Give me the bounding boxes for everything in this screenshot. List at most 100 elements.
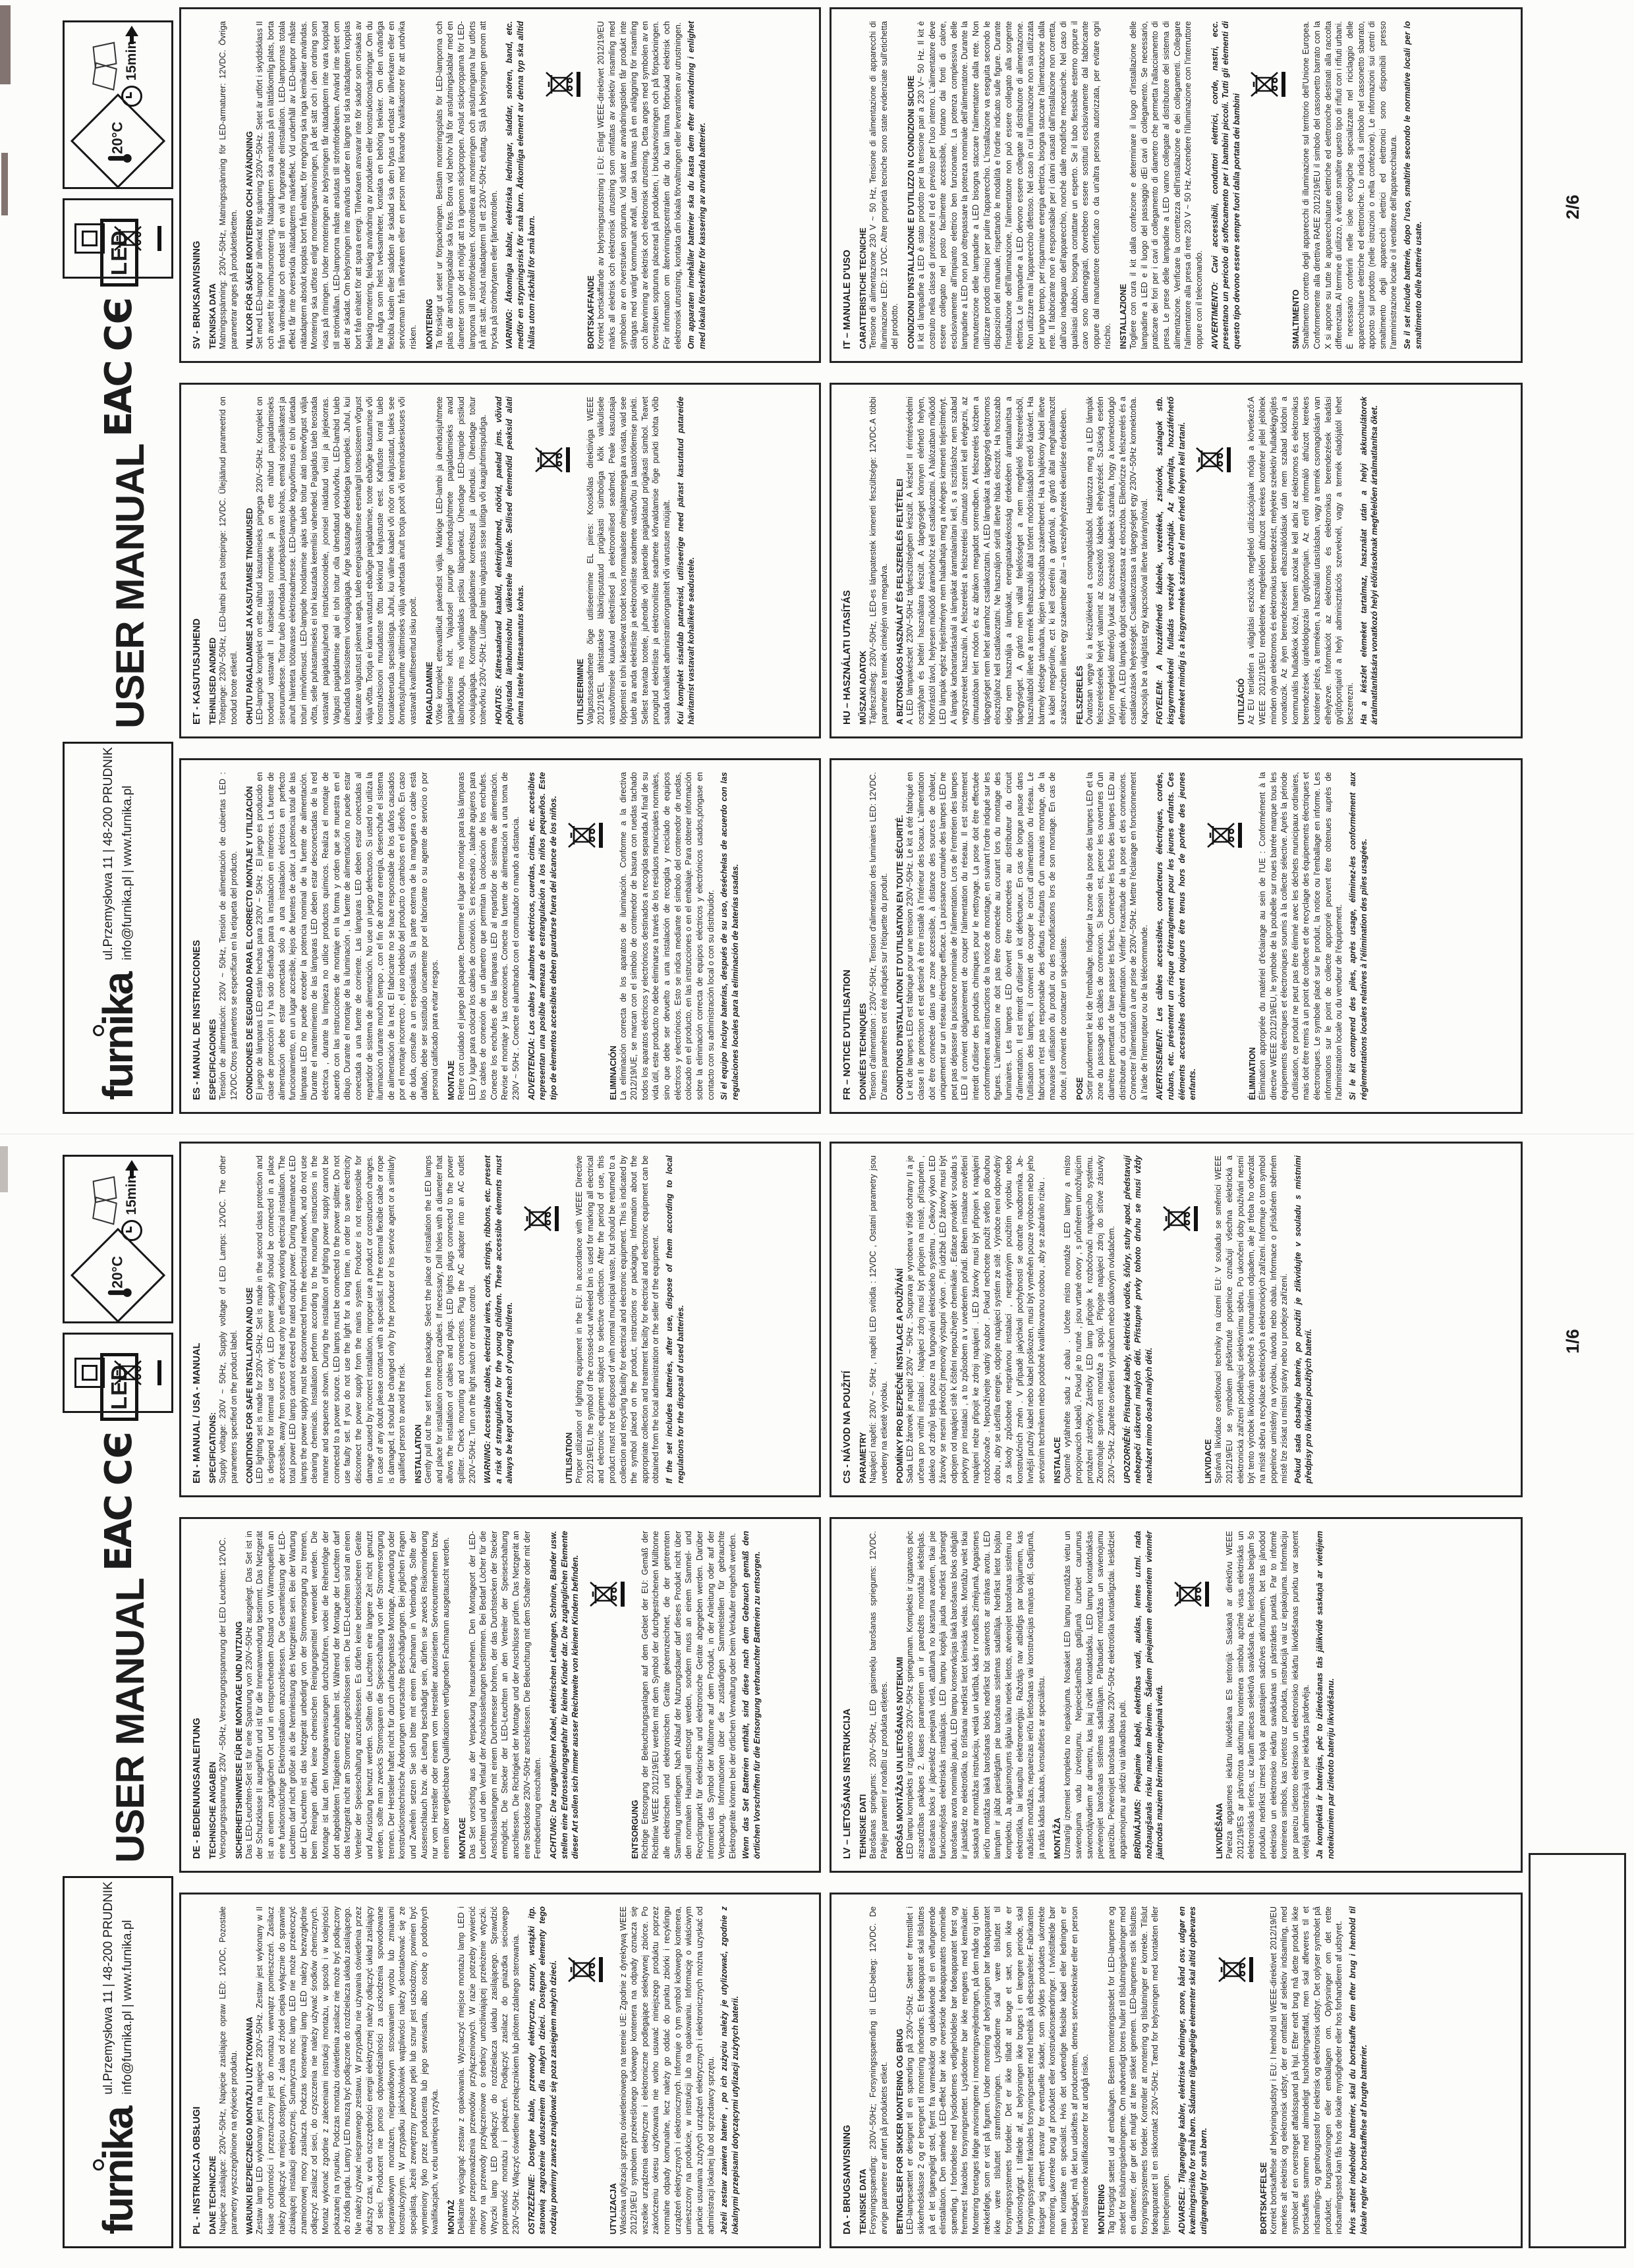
sub-heading: TECHNISCHE ANGABEN <box>208 1761 217 1859</box>
warning-text: AVERTISSEMENT: Les câbles accessibles, c… <box>1155 772 1198 1100</box>
eac-mark-icon: EAC <box>98 362 140 437</box>
paragraph: Proper utilization of lighting equipment… <box>575 1155 661 1483</box>
wait-time-value: 15min <box>124 1175 139 1215</box>
section-heading: EN - MANUAL / USA - MANUAL <box>192 1342 202 1483</box>
weee-bar-icon <box>1237 823 1242 848</box>
temperature-diamond-icon: 20°C <box>70 1228 166 1323</box>
manual-page-2: furnika ul.Przemysłowa 11 | 48-200 PRUDNI… <box>0 0 1634 1134</box>
paragraph: Właściwa utylizacja sprzętu oświetleniow… <box>618 1906 716 2234</box>
section-heading: CS - NÁVOD NA POUŽITÍ <box>842 1370 853 1483</box>
paragraph: Správná likvidace osvětlovací techniky n… <box>1214 1155 1289 1483</box>
sub-heading: CONDITIONS FOR SAFE INSTALLATION AND USE <box>245 1287 255 1483</box>
paragraph: Zestaw lamp LED wykonany jest na napięci… <box>255 1906 440 2234</box>
paragraph: Matningsspänning: 230V~50Hz, Matningsspä… <box>218 21 239 349</box>
thermometer-icon <box>108 155 128 161</box>
weee-bin-icon <box>534 443 570 477</box>
weee-bar-icon <box>157 226 162 251</box>
paragraph: Tensione di alimentazione 230 V ~ 50 Hz,… <box>868 21 900 349</box>
warning-text: ADVERTENCIA: Los cables y alambres eléct… <box>526 772 558 1100</box>
weee-bar-icon <box>1227 447 1231 472</box>
paragraph: Napięcie zasilające: 230V~50Hz, Napięcie… <box>218 1906 239 2234</box>
section-sv: SV - BRUKSANVISNING TEKNISKA DATA Matnings… <box>179 7 821 363</box>
weee-bar-icon <box>157 1360 162 1385</box>
sub-heading: INSTALLAZIONE <box>1119 283 1129 349</box>
sub-heading: MŰSZAKI ADATOK <box>859 650 868 725</box>
warning-text: ACHTUNG: Die zugänglichen Kabel, elektri… <box>548 1531 580 1859</box>
paragraph: Élimination appropriée du matériel d'écl… <box>1257 772 1344 1100</box>
section-pl: PL - INSTRUKCJA OBSŁUGI DANE TECHNICZNE Na… <box>179 1893 821 2248</box>
battery-note: Om apparaten innehåller batterier ska du… <box>687 21 707 349</box>
section-heading: SV - BRUKSANVISNING <box>192 240 202 349</box>
sub-heading: UTYLIZACJA <box>608 2183 618 2234</box>
section-hu: HU – HASZNÁLATI UTASÍTÁS MŰSZAKI ADATOK Tá… <box>830 383 1523 738</box>
battery-note: Si el equipo incluye baterías, después d… <box>719 772 740 1100</box>
weee-bin-icon <box>113 1360 146 1386</box>
section-heading: ES - MANUAL DE INSTRUCCIONES <box>192 939 202 1100</box>
paragraph: Il kit di lampadine a LED è stato prodot… <box>916 21 1112 349</box>
furnika-logo: furnika <box>93 2107 142 2234</box>
warning-text: OSTRZEŻENIE: Dostępne kable, przewody el… <box>526 1906 558 2234</box>
weee-bin-icon <box>1162 1202 1198 1236</box>
sub-heading: BORTSKAFFANDE <box>586 275 596 349</box>
sub-heading: MONTERING <box>1096 2184 1106 2234</box>
paragraph: Tápfeszültség: 230V~50Hz, LED-es lámpate… <box>868 397 889 725</box>
sub-heading: MONTAŻ <box>446 2199 456 2234</box>
sub-heading: WARUNKI BEZPIECZNEGO MONTAŻU I UŻYTKOWAN… <box>245 2016 255 2234</box>
paragraph: Versorgungsspannung: 230V ~50Hz, Versorg… <box>218 1537 227 1859</box>
cube-icon <box>92 1176 117 1203</box>
sub-heading: CONDICIONES DE SEGURIDAD PARA EL CORRECT… <box>245 786 255 1100</box>
weee-bar-icon <box>1194 1206 1198 1231</box>
battery-note: Wenn das Set Batterien enthält, sind die… <box>741 1531 762 1859</box>
section-it: IT – MANUALE D'USO CARATTERISTICHE TECNIC… <box>830 7 1523 363</box>
page-title: USER MANUAL <box>108 1578 152 1863</box>
section-en: EN - MANUAL / USA - MANUAL SPECIFICATIONS… <box>179 1142 821 1497</box>
paragraph: Sortir prudemment le kit de l'emballage.… <box>1085 772 1149 1100</box>
scan-bottom-half: furnika ul.Przemysłowa 11 | 48-200 PRUDNI… <box>0 1134 1634 2268</box>
sub-heading: MONTERING <box>424 298 434 349</box>
paragraph: Richtige Entsorgung der Beleuchtungsanla… <box>640 1531 737 1859</box>
cube-icon <box>92 41 117 69</box>
sub-heading: ÉLIMINATION <box>1247 1047 1257 1100</box>
sub-heading: CONDITIONS D'INSTALLATION ET D'UTILISATI… <box>895 815 905 1100</box>
paragraph: Tension d'alimentation : 230V~50Hz, Tens… <box>868 772 889 1100</box>
inner-square <box>81 1365 98 1381</box>
sub-heading: BORTSKAFFELSE <box>1258 2162 1268 2234</box>
scan-top-half: furnika ul.Przemysłowa 11 | 48-200 PRUDNI… <box>0 0 1634 1134</box>
paragraph: Tensión de alimentación: 230V ~ 50Hz, Te… <box>218 772 239 1100</box>
sub-heading: SMALTIMENTO <box>1291 289 1301 349</box>
logo-ring-icon <box>93 2159 104 2171</box>
weee-bar-icon <box>598 823 603 848</box>
weee-bar-icon <box>565 447 570 472</box>
weee-bin-icon <box>1173 1577 1209 1611</box>
manual-page-1: furnika ul.Przemysłowa 11 | 48-200 PRUDNI… <box>0 1134 1634 2268</box>
class2-and-weee-icon-box <box>63 1333 173 1413</box>
battery-note: Se il set include batterie, dopo l'uso, … <box>1403 21 1423 349</box>
wait-time-icon: 15min <box>121 1159 142 1241</box>
warning-text: HOIATUS: Kättesaadavad kaablid, elektrij… <box>493 397 525 725</box>
paragraph: Ta försiktigt ut setet ur förpackningen.… <box>434 21 499 349</box>
brand-address: ul.Przemysłowa 11 | 48-200 PRUDNIK info@f… <box>99 1881 138 2094</box>
battery-note: Kui komplekt sisaldab patareisid, utilis… <box>675 397 696 725</box>
section-heading: ET - KASUTUSJUHEND <box>192 618 202 725</box>
paragraph: Retire con cuidado el juego del paquete.… <box>456 772 521 1100</box>
section-heading: LV – LIETOŠANAS INSTRUKCIJA <box>842 1708 853 1859</box>
paragraph: Az EU területén a világítási eszközök me… <box>1247 397 1355 725</box>
brand-logo-box: furnika ul.Przemysłowa 11 | 48-200 PRUDNI… <box>63 1876 173 2248</box>
address-line-2: info@furnika.pl | www.furnika.pl <box>121 1920 134 2095</box>
paragraph: Opatrně vytáhněte sadu z obalu . Určete … <box>1063 1155 1116 1483</box>
paragraph: Delikatnie wyciągnąć zestaw z opakowania… <box>456 1906 521 2234</box>
paragraph: Forsyningsspænding: 230V~50Hz; Forsyning… <box>868 1906 889 2234</box>
sub-heading: TEKNISKA DATA <box>208 283 217 349</box>
battery-note: If the set includes batteries, after use… <box>665 1155 685 1483</box>
paragraph: Korrekt bortskaffande av belysningsutrus… <box>596 21 683 349</box>
temperature-value: 20°C <box>109 1256 126 1288</box>
paragraph: Supply voltage: 230V ~ 50Hz, Supply volt… <box>218 1155 239 1483</box>
address-line-1: ul.Przemysłowa 11 | 48-200 PRUDNIK <box>101 1881 115 2095</box>
paragraph: Napájecí napětí: 230V ~ 50Hz , napětí LE… <box>868 1155 889 1483</box>
sub-heading: OHUTU PAIGALDAMISE JA KASUTAMISE TINGIMU… <box>245 508 255 725</box>
weee-bin-icon <box>567 1952 603 1987</box>
scan-artifact <box>0 5 11 84</box>
weee-bin-icon <box>1218 1952 1253 1987</box>
page-number: 2/6 <box>1563 194 1583 219</box>
